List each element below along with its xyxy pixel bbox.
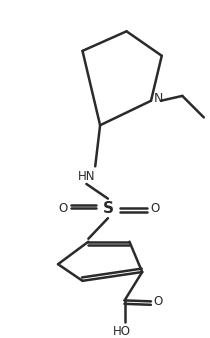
Text: O: O bbox=[58, 202, 68, 215]
Text: O: O bbox=[153, 295, 163, 308]
Text: HN: HN bbox=[78, 170, 95, 183]
Text: N: N bbox=[154, 92, 164, 105]
Text: HO: HO bbox=[113, 325, 131, 338]
Text: O: O bbox=[150, 202, 160, 215]
Text: S: S bbox=[102, 201, 113, 216]
